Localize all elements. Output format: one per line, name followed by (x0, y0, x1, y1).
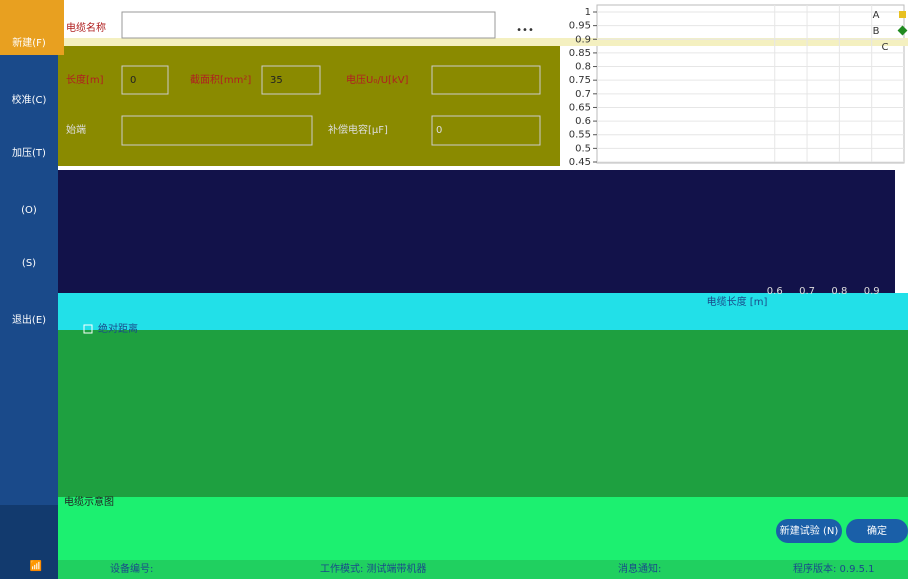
plot-area (596, 4, 905, 164)
sidebar-item[interactable]: 新建(F) (12, 36, 46, 49)
legend-label: A (873, 10, 880, 21)
y-tick-label: 0.85 (569, 48, 591, 59)
length-input[interactable] (121, 65, 169, 95)
legend-label: B (873, 26, 880, 37)
x-tick-label: 0.8 (831, 286, 847, 297)
sidebar-item[interactable]: 加压(T) (12, 147, 46, 159)
sidebar-item[interactable]: (S) (22, 258, 36, 269)
band (42, 170, 895, 293)
wifi-area (0, 505, 58, 579)
legend-marker (899, 11, 906, 18)
new-test-button[interactable] (776, 519, 842, 543)
voltage-select[interactable] (431, 65, 541, 95)
y-tick-label: 0.6 (575, 116, 591, 127)
capacitance-select[interactable] (431, 115, 541, 146)
band (50, 293, 908, 330)
band (58, 497, 908, 560)
label: 绝对距离 (98, 322, 138, 335)
value: 35 (270, 75, 283, 86)
y-tick-label: 1 (585, 7, 591, 18)
y-tick-label: 0.5 (575, 143, 591, 154)
checkbox[interactable] (83, 324, 93, 334)
x-axis-label: 电缆长度 [m] (707, 295, 768, 308)
ok-button[interactable] (846, 519, 908, 543)
button-label[interactable]: 新建试验 (N) (780, 524, 839, 537)
x-tick-label: 0.9 (864, 286, 880, 297)
label: 始端 (66, 123, 86, 136)
x-tick-label: 0.6 (767, 286, 783, 297)
y-tick-label: 0.55 (569, 130, 591, 141)
label: 长度[m] (66, 73, 104, 86)
band (58, 46, 560, 166)
sidebar-item[interactable]: 校准(C) (12, 93, 47, 106)
x-tick-label: 0.7 (799, 286, 815, 297)
status-bar (58, 560, 908, 579)
wifi-icon: 📶 (30, 559, 42, 572)
y-tick-label: 0.65 (569, 102, 591, 113)
y-tick-label: 0.45 (569, 157, 591, 168)
label: 电缆名称 (66, 21, 106, 34)
y-tick-label: 0.9 (575, 34, 591, 45)
value: 0 (130, 75, 136, 86)
sidebar-item[interactable]: 退出(E) (12, 313, 46, 326)
y-tick-label: 0.75 (569, 75, 591, 86)
legend-marker (897, 25, 908, 36)
status-text: 设备编号: (110, 562, 153, 575)
value: 0 (436, 125, 442, 136)
legend-label: C (882, 42, 889, 53)
status-text: 程序版本: 0.9.5.1 (793, 562, 875, 575)
label: 截面积[mm²] (190, 73, 251, 86)
y-tick-label: 0.7 (575, 89, 591, 100)
sidebar (0, 0, 58, 579)
area-select[interactable] (261, 65, 321, 95)
name-input[interactable] (121, 11, 496, 39)
label: 电缆示意图 (64, 495, 114, 508)
y-tick-label: 0.95 (569, 21, 591, 32)
status-text: 消息通知: (618, 562, 661, 575)
band (58, 330, 908, 497)
label: 补偿电容[μF] (328, 123, 388, 136)
status-text: 工作模式: 测试端带机器 (320, 562, 427, 575)
sidebar-active (0, 0, 64, 55)
y-tick-label: 0.8 (575, 62, 591, 73)
more-button[interactable]: ••• (516, 25, 534, 36)
button-label[interactable]: 确定 (867, 524, 887, 537)
terminal-input[interactable] (121, 115, 313, 146)
sidebar-item[interactable]: (O) (21, 205, 37, 216)
label: 电压U₀/U[kV] (346, 73, 409, 86)
band (58, 38, 908, 46)
